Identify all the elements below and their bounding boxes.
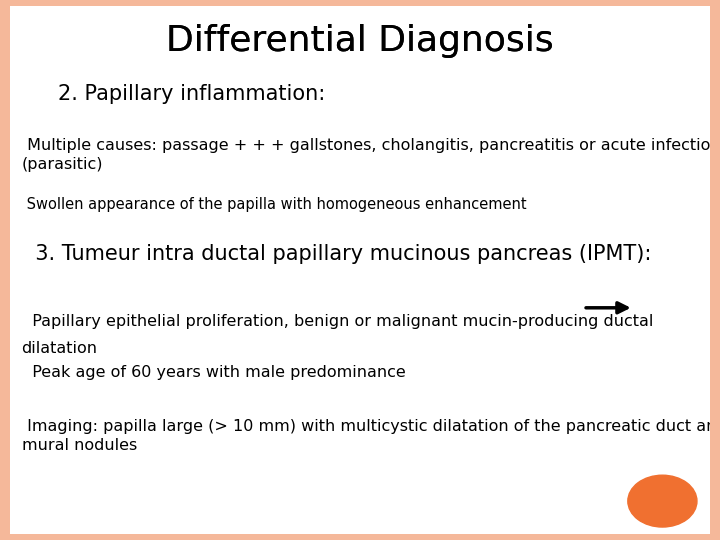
Text: Differential Diagnosis: Differential Diagnosis (166, 24, 554, 58)
Text: Swollen appearance of the papilla with homogeneous enhancement: Swollen appearance of the papilla with h… (22, 197, 526, 212)
Text: Peak age of 60 years with male predominance: Peak age of 60 years with male predomina… (22, 364, 405, 380)
Bar (0, 534, 720, 540)
Text: Papillary epithelial proliferation, benign or malignant mucin-producing ductal: Papillary epithelial proliferation, beni… (22, 314, 653, 329)
Circle shape (628, 475, 697, 527)
Bar (0, 0, 10, 540)
Bar (710, 0, 720, 540)
Text: 3. Tumeur intra ductal papillary mucinous pancreas (IPMT):: 3. Tumeur intra ductal papillary mucinou… (22, 244, 651, 264)
Text: 2. Papillary inflammation:: 2. Papillary inflammation: (58, 84, 325, 104)
Text: Differential Diagnosis: Differential Diagnosis (166, 24, 554, 58)
Text: dilatation: dilatation (22, 341, 98, 356)
Bar (0, 0, 720, 6)
Text: Multiple causes: passage + + + gallstones, cholangitis, pancreatitis or acute in: Multiple causes: passage + + + gallstone… (22, 138, 720, 172)
Text: Imaging: papilla large (> 10 mm) with multicystic dilatation of the pancreatic d: Imaging: papilla large (> 10 mm) with mu… (22, 418, 720, 453)
